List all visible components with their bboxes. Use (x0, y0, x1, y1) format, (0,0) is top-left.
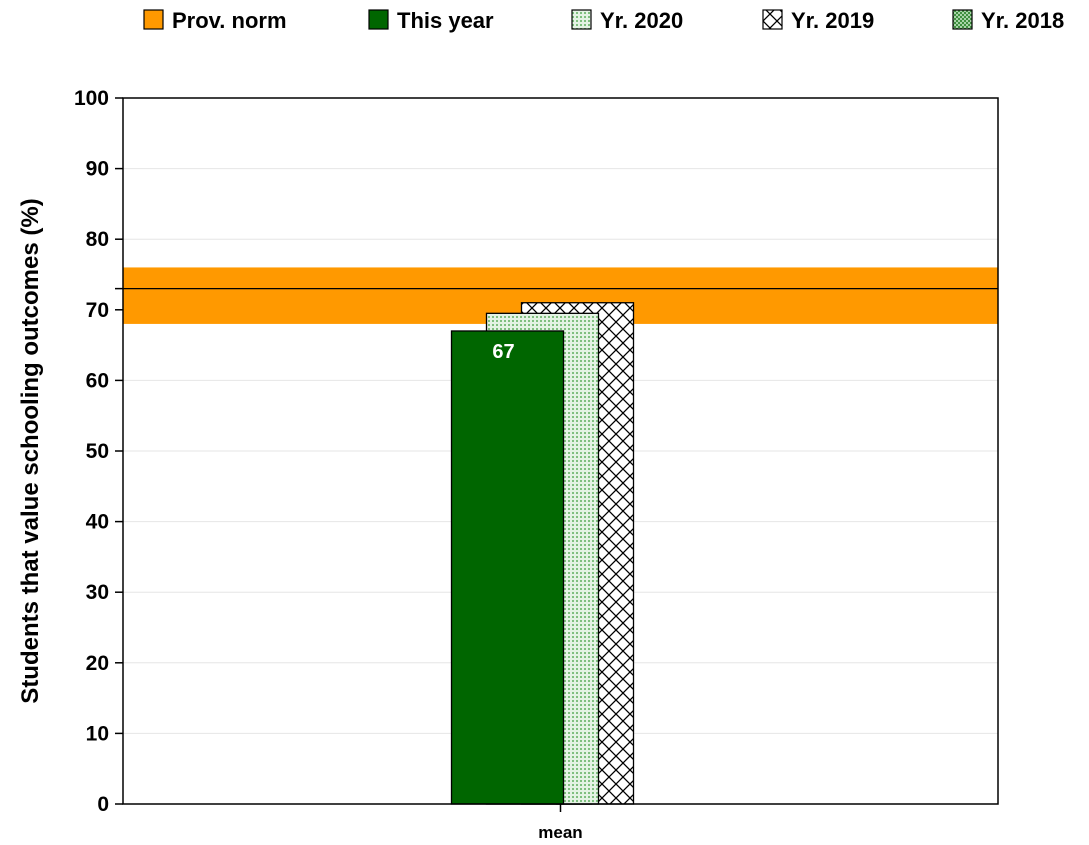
x-tick-label: mean (538, 823, 582, 842)
legend-swatch-yr-2020 (571, 9, 592, 30)
y-tick-label: 70 (86, 299, 109, 322)
legend-item-yr-2019: Yr. 2019 (762, 8, 874, 33)
legend-swatch-yr-2019 (762, 9, 783, 30)
legend-label-yr-2020: Yr. 2020 (600, 8, 683, 33)
legend-swatch-this-year (368, 9, 389, 30)
legend-swatch-prov-norm (143, 9, 164, 30)
y-tick-label: 30 (86, 581, 109, 604)
y-tick-label: 90 (86, 158, 109, 181)
y-tick-label: 10 (86, 722, 109, 745)
y-tick-label: 20 (86, 652, 109, 675)
legend-item-yr-2018: Yr. 2018 (952, 8, 1064, 33)
legend-label-this-year: This year (397, 8, 494, 33)
y-axis: 0 10 20 30 40 50 60 70 80 90 100 (74, 87, 123, 816)
data-label-this-year: 67 (492, 341, 514, 363)
y-axis-title: Students that value schooling outcomes (… (17, 198, 44, 703)
y-tick-label: 50 (86, 440, 109, 463)
legend-item-this-year: This year (368, 8, 494, 33)
y-tick-label: 80 (86, 228, 109, 251)
y-tick-label: 100 (74, 87, 109, 110)
legend-swatch-yr-2018 (952, 9, 973, 30)
plot-frame (122, 97, 999, 805)
y-tick-label: 60 (86, 369, 109, 392)
legend-item-yr-2020: Yr. 2020 (571, 8, 683, 33)
legend: Prov. norm This year Yr. 2020 Yr. 2019 Y… (143, 8, 1064, 33)
bar-this-year (450, 330, 565, 805)
y-tick-label: 40 (86, 511, 109, 534)
x-axis: mean (538, 804, 583, 842)
legend-label-yr-2018: Yr. 2018 (981, 8, 1064, 33)
legend-item-prov-norm: Prov. norm (143, 8, 287, 33)
bars: 67 (450, 302, 635, 805)
legend-label-prov-norm: Prov. norm (172, 8, 287, 33)
legend-label-yr-2019: Yr. 2019 (791, 8, 874, 33)
y-tick-label: 0 (97, 793, 109, 816)
